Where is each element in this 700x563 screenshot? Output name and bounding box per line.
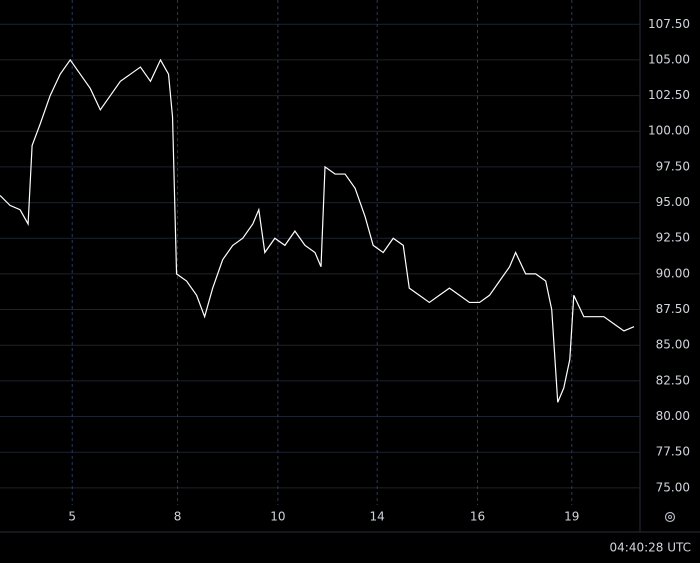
y-tick-label: 90.00 [656, 266, 690, 280]
x-tick-label: 19 [564, 510, 579, 524]
y-tick-label: 100.00 [648, 124, 690, 138]
x-tick-label: 14 [370, 510, 385, 524]
settings-icon[interactable] [664, 511, 676, 523]
y-tick-label: 107.50 [648, 17, 690, 31]
settings-gear[interactable] [664, 511, 676, 523]
y-tick-label: 80.00 [656, 409, 690, 423]
y-tick-label: 105.00 [648, 52, 690, 66]
y-tick-label: 95.00 [656, 195, 690, 209]
y-tick-label: 97.50 [656, 159, 690, 173]
y-tick-label: 82.50 [656, 373, 690, 387]
y-tick-label: 85.00 [656, 338, 690, 352]
y-tick-label: 77.50 [656, 445, 690, 459]
y-tick-label: 75.00 [656, 480, 690, 494]
price-line [0, 58, 635, 403]
y-tick-label: 87.50 [656, 302, 690, 316]
clock: 04:40:28 UTC [610, 541, 692, 555]
y-tick-label: 102.50 [648, 88, 690, 102]
y-tick-label: 92.50 [656, 231, 690, 245]
settings-gear-hub[interactable] [668, 515, 672, 519]
x-tick-label: 10 [270, 510, 285, 524]
x-tick-label: 5 [68, 510, 76, 524]
x-tick-label: 8 [174, 510, 182, 524]
x-tick-label: 16 [470, 510, 485, 524]
